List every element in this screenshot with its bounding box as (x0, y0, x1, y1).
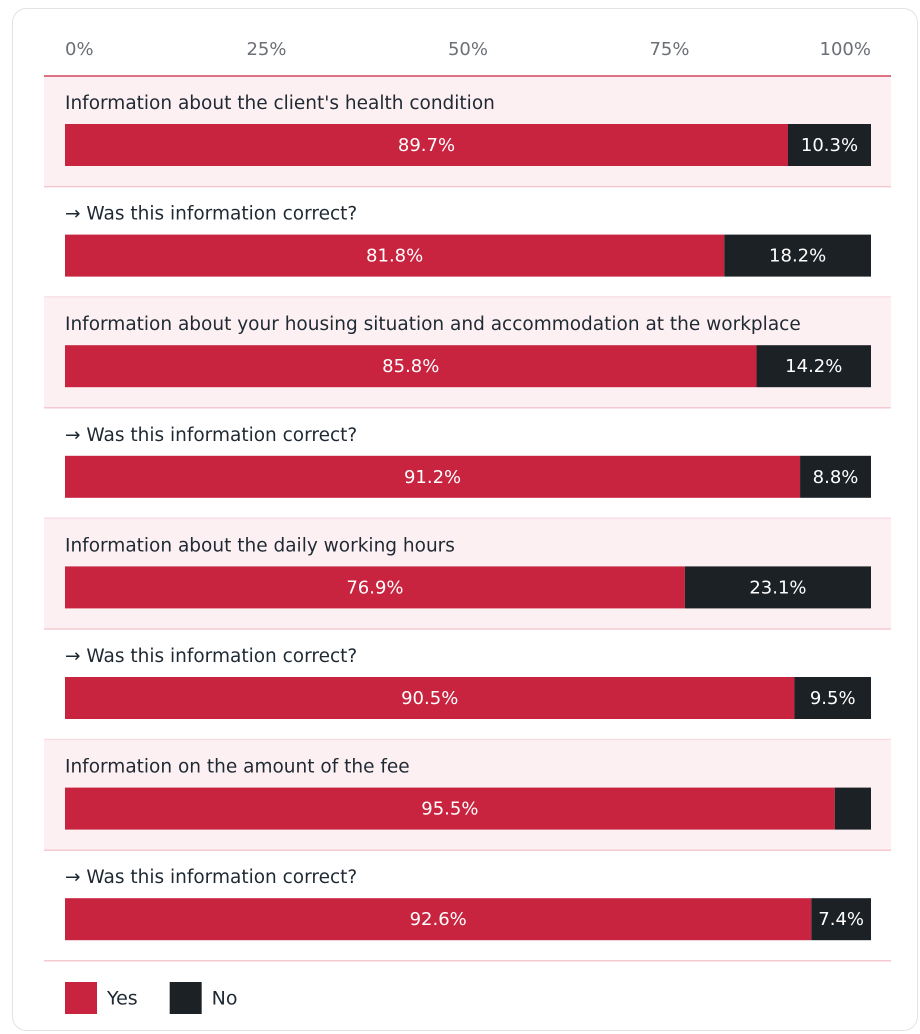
value-label: 18.2% (769, 246, 826, 267)
value-label: 85.8% (382, 356, 439, 377)
value-label: 89.7% (398, 135, 455, 156)
category-label: Information about your housing situation… (65, 314, 801, 335)
value-label: 91.2% (404, 467, 461, 488)
bar-segment (684, 566, 871, 609)
value-label: 10.3% (801, 135, 858, 156)
x-tick-label: 75% (649, 39, 689, 60)
bar-segment (65, 566, 685, 609)
legend-label: No (212, 988, 238, 1010)
x-tick-label: 50% (448, 39, 488, 60)
bar-segment (787, 124, 871, 166)
x-tick-label: 0% (65, 39, 94, 60)
bar-segment (800, 455, 871, 498)
value-label: 14.2% (785, 356, 842, 377)
value-label: 92.6% (410, 909, 467, 930)
bar-segment (65, 455, 801, 498)
value-label: 7.4% (818, 909, 864, 930)
category-label: → Was this information correct? (65, 204, 357, 225)
x-tick-label: 100% (820, 39, 871, 60)
bar-segment (834, 787, 871, 830)
legend-label: Yes (106, 988, 138, 1010)
x-tick-label: 25% (246, 39, 286, 60)
bar-segment (65, 234, 725, 277)
bar-segment (65, 124, 788, 166)
legend-swatch (169, 982, 202, 1014)
value-label: 9.5% (810, 688, 856, 709)
bar-segment (811, 898, 871, 941)
category-label: → Was this information correct? (65, 425, 357, 446)
value-label: 8.8% (813, 467, 859, 488)
value-label: 95.5% (421, 799, 478, 820)
bar-segment (65, 677, 795, 719)
bar-segment (65, 345, 757, 388)
category-label: → Was this information correct? (65, 867, 357, 888)
bar-segment (65, 787, 835, 830)
category-label: Information about the client's health co… (65, 93, 495, 114)
bar-segment (724, 234, 871, 277)
bar-segment (65, 898, 812, 941)
value-label: 23.1% (749, 577, 806, 598)
category-label: Information on the amount of the fee (65, 757, 410, 778)
category-label: → Was this information correct? (65, 646, 357, 667)
bar-segment (756, 345, 871, 388)
value-label: 90.5% (401, 688, 458, 709)
category-label: Information about the daily working hour… (65, 535, 455, 556)
bar-segment (794, 677, 871, 719)
legend-swatch (65, 982, 97, 1014)
value-label: 76.9% (346, 577, 403, 598)
value-label: 81.8% (366, 246, 423, 267)
